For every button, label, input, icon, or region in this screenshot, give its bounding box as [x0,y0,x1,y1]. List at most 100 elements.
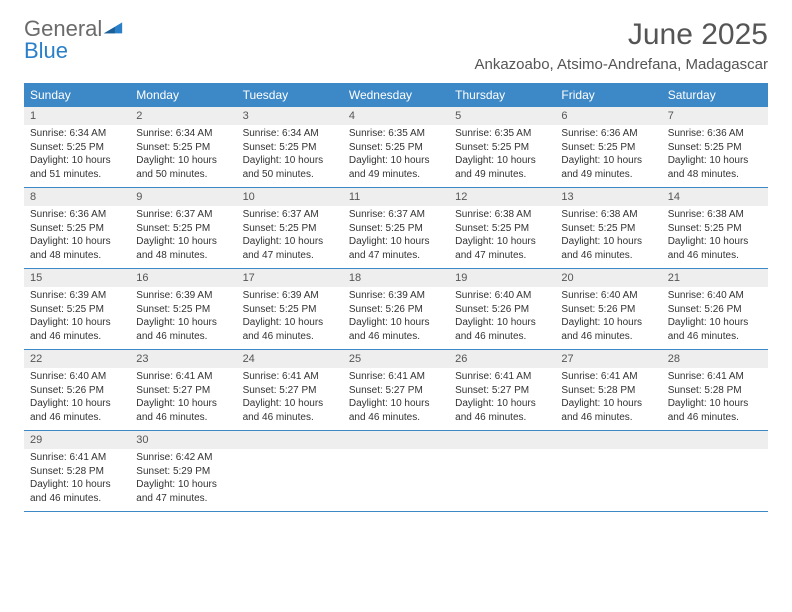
day-number-cell: 8 [24,188,130,206]
day-number: 26 [449,350,555,368]
day-details-cell: Sunrise: 6:41 AMSunset: 5:28 PMDaylight:… [24,449,130,511]
day-details: Sunrise: 6:40 AMSunset: 5:26 PMDaylight:… [449,287,555,349]
daylight-line: Daylight: 10 hours and 48 minutes. [668,155,749,180]
header: General Blue June 2025 Ankazoabo, Atsimo… [24,18,768,73]
day-details-cell: Sunrise: 6:37 AMSunset: 5:25 PMDaylight:… [130,206,236,268]
sunrise-line: Sunrise: 6:36 AM [668,128,744,139]
day-number-cell: 19 [449,269,555,287]
daylight-line: Daylight: 10 hours and 46 minutes. [455,398,536,423]
sunrise-line: Sunrise: 6:39 AM [136,290,212,301]
daylight-line: Daylight: 10 hours and 51 minutes. [30,155,111,180]
sunrise-line: Sunrise: 6:40 AM [561,290,637,301]
weekday-header: Thursday [449,83,555,107]
weekday-header-row: Sunday Monday Tuesday Wednesday Thursday… [24,83,768,107]
day-number-cell: 20 [555,269,661,287]
day-details-row: Sunrise: 6:40 AMSunset: 5:26 PMDaylight:… [24,368,768,431]
sunset-line: Sunset: 5:27 PM [455,385,529,396]
daylight-line: Daylight: 10 hours and 49 minutes. [455,155,536,180]
day-details [343,449,449,497]
day-number-cell: 9 [130,188,236,206]
day-number-cell [555,431,661,449]
day-details: Sunrise: 6:39 AMSunset: 5:26 PMDaylight:… [343,287,449,349]
day-details [555,449,661,497]
day-details-cell: Sunrise: 6:36 AMSunset: 5:25 PMDaylight:… [555,125,661,187]
day-number-cell: 10 [237,188,343,206]
day-number-cell: 2 [130,107,236,125]
sunrise-line: Sunrise: 6:38 AM [455,209,531,220]
daylight-line: Daylight: 10 hours and 47 minutes. [349,236,430,261]
day-number-row: 891011121314 [24,188,768,206]
day-details: Sunrise: 6:37 AMSunset: 5:25 PMDaylight:… [237,206,343,268]
daylight-line: Daylight: 10 hours and 50 minutes. [243,155,324,180]
day-number: 4 [343,107,449,125]
day-number-row: 22232425262728 [24,350,768,368]
daylight-line: Daylight: 10 hours and 46 minutes. [30,479,111,504]
day-details-cell: Sunrise: 6:37 AMSunset: 5:25 PMDaylight:… [343,206,449,268]
day-number-cell: 24 [237,350,343,368]
sunrise-line: Sunrise: 6:41 AM [668,371,744,382]
day-details: Sunrise: 6:41 AMSunset: 5:27 PMDaylight:… [237,368,343,430]
day-number: 24 [237,350,343,368]
day-number: 11 [343,188,449,206]
day-number-cell: 30 [130,431,236,449]
day-details-cell: Sunrise: 6:38 AMSunset: 5:25 PMDaylight:… [449,206,555,268]
sunset-line: Sunset: 5:25 PM [455,223,529,234]
day-number-cell: 13 [555,188,661,206]
sunset-line: Sunset: 5:25 PM [243,304,317,315]
day-details [237,449,343,497]
sunrise-line: Sunrise: 6:36 AM [561,128,637,139]
day-details: Sunrise: 6:41 AM Sunset: 5:28 PM Daylight:… [662,368,768,430]
weekday-header: Wednesday [343,83,449,107]
brand-text: General Blue [24,18,124,62]
sunset-line: Sunset: 5:26 PM [668,304,742,315]
daylight-line: Daylight: 10 hours and 46 minutes. [243,398,324,423]
sunset-line: Sunset: 5:25 PM [561,223,635,234]
day-details: Sunrise: 6:36 AMSunset: 5:25 PMDaylight:… [662,125,768,187]
sunset-line: Sunset: 5:25 PM [30,223,104,234]
sunrise-line: Sunrise: 6:36 AM [30,209,106,220]
day-details: Sunrise: 6:40 AMSunset: 5:26 PMDaylight:… [555,287,661,349]
day-details: Sunrise: 6:34 AMSunset: 5:25 PMDaylight:… [237,125,343,187]
day-number-cell: 5 [449,107,555,125]
day-number [343,431,449,437]
day-number [449,431,555,437]
location-text: Ankazoabo, Atsimo-Andrefana, Madagascar [474,56,768,73]
daylight-line: Daylight: 10 hours and 49 minutes. [349,155,430,180]
day-details-row: Sunrise: 6:34 AMSunset: 5:25 PMDaylight:… [24,125,768,188]
day-details-cell: Sunrise: 6:40 AMSunset: 5:26 PMDaylight:… [449,287,555,349]
day-number-cell: 18 [343,269,449,287]
sunset-line: Sunset: 5:28 PM [561,385,635,396]
day-details: Sunrise: 6:38 AMSunset: 5:25 PMDaylight:… [555,206,661,268]
sunset-line: Sunset: 5:28 PM [668,385,742,396]
sunset-line: Sunset: 5:26 PM [561,304,635,315]
daylight-line: Daylight: 10 hours and 46 minutes. [668,317,749,342]
sunrise-line: Sunrise: 6:39 AM [243,290,319,301]
day-details-cell: Sunrise: 6:42 AMSunset: 5:29 PMDaylight:… [130,449,236,511]
daylight-line: Daylight: 10 hours and 46 minutes. [136,398,217,423]
day-details-cell: Sunrise: 6:35 AMSunset: 5:25 PMDaylight:… [449,125,555,187]
daylight-line: Daylight: 10 hours and 46 minutes. [561,236,642,261]
sunrise-line: Sunrise: 6:41 AM [243,371,319,382]
day-details-cell: Sunrise: 6:34 AMSunset: 5:25 PMDaylight:… [237,125,343,187]
day-details-cell: Sunrise: 6:41 AMSunset: 5:27 PMDaylight:… [449,368,555,430]
day-details-cell: Sunrise: 6:34 AMSunset: 5:25 PMDaylight:… [130,125,236,187]
weekday-header: Monday [130,83,236,107]
daylight-line: Daylight: 10 hours and 49 minutes. [561,155,642,180]
weekday-header: Sunday [24,83,130,107]
sunset-line: Sunset: 5:25 PM [136,142,210,153]
sunset-line: Sunset: 5:26 PM [455,304,529,315]
daylight-line: Daylight: 10 hours and 50 minutes. [136,155,217,180]
day-number-cell [662,431,768,449]
day-number: 1 [24,107,130,125]
day-details-cell [449,449,555,511]
daylight-line: Daylight: 10 hours and 46 minutes. [668,398,749,423]
sunset-line: Sunset: 5:25 PM [455,142,529,153]
day-details-row: Sunrise: 6:41 AMSunset: 5:28 PMDaylight:… [24,449,768,512]
sunset-line: Sunset: 5:26 PM [30,385,104,396]
day-details-cell: Sunrise: 6:41 AMSunset: 5:27 PMDaylight:… [130,368,236,430]
day-details: Sunrise: 6:41 AMSunset: 5:27 PMDaylight:… [343,368,449,430]
day-number: 28 [662,350,768,368]
sunset-line: Sunset: 5:25 PM [668,223,742,234]
day-number-cell: 14 [662,188,768,206]
day-number-cell: 28 [662,350,768,368]
